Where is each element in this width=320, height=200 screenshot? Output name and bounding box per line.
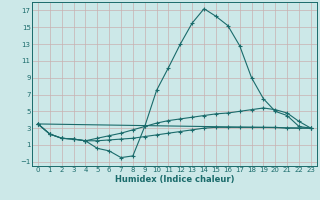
X-axis label: Humidex (Indice chaleur): Humidex (Indice chaleur) bbox=[115, 175, 234, 184]
